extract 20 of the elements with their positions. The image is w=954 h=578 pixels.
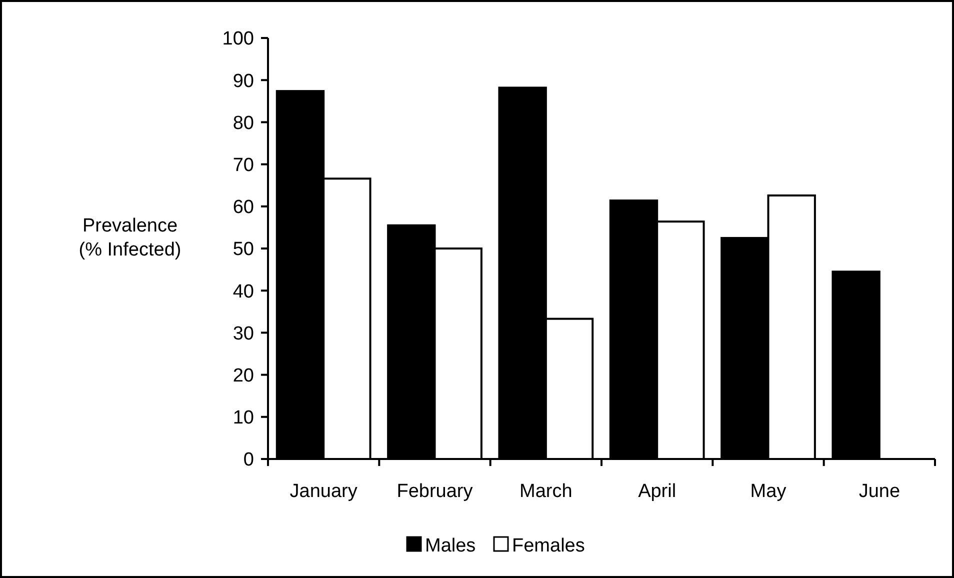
legend-label: Males bbox=[425, 536, 476, 557]
x-tick-label: January bbox=[290, 481, 358, 502]
y-tick-label: 30 bbox=[232, 323, 254, 344]
y-tick-label: 0 bbox=[243, 450, 254, 471]
y-tick-label: 90 bbox=[232, 70, 254, 92]
y-tick-label: 80 bbox=[232, 112, 254, 134]
x-tick-label: April bbox=[638, 481, 676, 502]
y-tick-label: 100 bbox=[222, 28, 254, 50]
y-axis-title: Prevalence (% Infected) bbox=[78, 216, 182, 260]
x-tick-label: March bbox=[520, 481, 572, 502]
legend-label: Females bbox=[512, 536, 585, 557]
y-tick-label: 40 bbox=[232, 281, 254, 302]
x-tick-label: June bbox=[858, 481, 900, 502]
y-tick-label: 70 bbox=[232, 154, 254, 176]
y-tick-label: 10 bbox=[232, 408, 254, 429]
x-tick-label: February bbox=[396, 481, 474, 502]
x-tick-label: May bbox=[750, 481, 787, 502]
y-tick-label: 20 bbox=[232, 365, 254, 386]
y-tick-label: 50 bbox=[232, 239, 254, 260]
y-tick-label: 60 bbox=[232, 197, 254, 218]
